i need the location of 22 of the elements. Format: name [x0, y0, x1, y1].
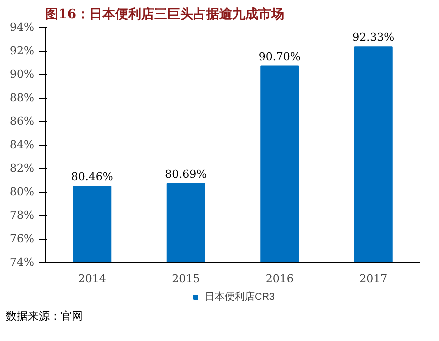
y-tick-label: 94%: [10, 21, 35, 34]
data-label: 80.46%: [71, 170, 114, 184]
y-tick-label: 80%: [10, 186, 35, 198]
source-note: 数据来源：官网: [6, 309, 83, 325]
data-label: 90.70%: [258, 50, 301, 64]
y-tick-label: 90%: [10, 68, 35, 81]
data-label: 92.33%: [352, 31, 395, 44]
x-tick-label: 2017: [360, 272, 388, 286]
x-tick-label: 2014: [78, 272, 106, 286]
y-tick-label: 74%: [10, 256, 35, 269]
y-tick-label: 76%: [10, 232, 35, 246]
y-tick-label: 84%: [10, 138, 35, 152]
y-tick-label: 82%: [10, 162, 35, 175]
y-tick-label: 86%: [10, 115, 35, 128]
x-tick-label: 2015: [172, 272, 200, 286]
y-tick-label: 88%: [10, 92, 35, 104]
chart-title: 图16：日本便利店三巨头占据逾九成市场: [46, 6, 285, 22]
data-label: 80.69%: [165, 168, 208, 181]
y-tick-label: 78%: [10, 209, 35, 222]
y-tick-label: 92%: [10, 44, 35, 58]
legend-label: 日本便利店CR3: [204, 290, 276, 304]
x-tick-label: 2016: [266, 272, 294, 286]
